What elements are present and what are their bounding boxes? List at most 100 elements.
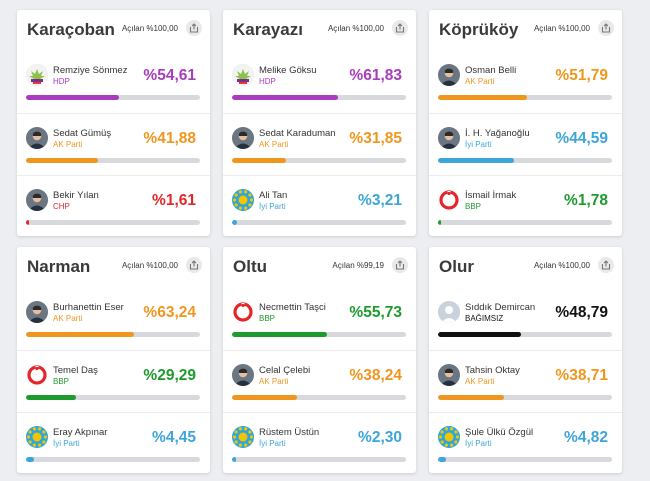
party-name: BBP bbox=[465, 202, 482, 211]
candidate-name: Temel Daş bbox=[53, 365, 98, 376]
vote-percentage: %2,30 bbox=[358, 429, 402, 446]
party-name: İyi Parti bbox=[259, 439, 286, 448]
district-card: Oltu Açılan %99,19 Necmettin Taşci BBP %55,7… bbox=[223, 247, 416, 473]
candidate-row: Şule Ülkü Özgül İyi Parti %4,82 bbox=[429, 412, 622, 475]
vote-percentage: %29,29 bbox=[143, 367, 196, 384]
vote-bar-fill bbox=[26, 395, 76, 400]
party-name: BBP bbox=[259, 314, 276, 323]
share-icon[interactable] bbox=[598, 257, 614, 273]
opened-ballot-rate: Açılan %100,00 bbox=[121, 261, 178, 270]
district-name: Karaçoban bbox=[27, 20, 115, 39]
iyi-parti-logo bbox=[232, 189, 254, 211]
vote-bar bbox=[26, 158, 200, 163]
candidate-row: İsmail İrmak BBP %1,78 bbox=[429, 175, 622, 238]
share-icon[interactable] bbox=[186, 20, 202, 36]
vote-bar-fill bbox=[438, 332, 521, 337]
vote-bar-fill bbox=[232, 395, 297, 400]
iyi-parti-logo bbox=[232, 426, 254, 448]
share-icon[interactable] bbox=[392, 257, 408, 273]
candidate-name: Sedat Gümüş bbox=[53, 128, 112, 139]
vote-bar-fill bbox=[26, 220, 29, 225]
share-icon[interactable] bbox=[598, 20, 614, 36]
opened-ballot-rate: Açılan %99,19 bbox=[332, 261, 384, 270]
card-header: Köprüköy Açılan %100,00 bbox=[429, 10, 622, 50]
person-photo bbox=[26, 127, 48, 149]
vote-percentage: %55,73 bbox=[349, 304, 402, 321]
candidate-name: Sedat Karaduman bbox=[259, 128, 336, 139]
vote-bar bbox=[438, 332, 612, 337]
person-photo bbox=[438, 364, 460, 386]
party-name: AK Parti bbox=[465, 377, 495, 386]
bbp-logo bbox=[232, 301, 254, 323]
vote-percentage: %4,82 bbox=[564, 429, 608, 446]
vote-bar-fill bbox=[438, 95, 527, 100]
party-name: İyi Parti bbox=[465, 140, 492, 149]
candidate-row: Rüstem Üstün İyi Parti %2,30 bbox=[223, 412, 416, 475]
vote-bar-fill bbox=[26, 158, 98, 163]
vote-bar bbox=[232, 95, 406, 100]
vote-percentage: %1,61 bbox=[152, 192, 196, 209]
person-photo bbox=[438, 64, 460, 86]
candidate-name: Bekir Yılan bbox=[53, 190, 99, 201]
district-name: Olur bbox=[439, 257, 474, 276]
vote-bar bbox=[438, 457, 612, 462]
candidate-name: Osman Belli bbox=[465, 65, 517, 76]
vote-percentage: %1,78 bbox=[564, 192, 608, 209]
candidate-name: Remziye Sönmez bbox=[53, 65, 128, 76]
candidate-row: Temel Daş BBP %29,29 bbox=[17, 350, 210, 413]
vote-bar bbox=[232, 332, 406, 337]
share-icon[interactable] bbox=[392, 20, 408, 36]
candidate-row: Celal Çelebi AK Parti %38,24 bbox=[223, 350, 416, 413]
vote-percentage: %44,59 bbox=[555, 130, 608, 147]
vote-bar-fill bbox=[232, 457, 236, 462]
district-card: Köprüköy Açılan %100,00 Osman Belli AK Part… bbox=[429, 10, 622, 236]
vote-percentage: %54,61 bbox=[143, 67, 196, 84]
candidate-row: Eray Akpınar İyi Parti %4,45 bbox=[17, 412, 210, 475]
vote-bar-fill bbox=[232, 95, 338, 100]
candidate-row: Necmettin Taşci BBP %55,73 bbox=[223, 288, 416, 350]
vote-bar-fill bbox=[438, 220, 441, 225]
candidate-row: Sıddık Demircan BAĞIMSIZ %48,79 bbox=[429, 288, 622, 350]
candidate-name: Sıddık Demircan bbox=[465, 302, 536, 313]
district-card: Karaçoban Açılan %100,00 Remziye Sönmez HDP… bbox=[17, 10, 210, 236]
candidate-name: Şule Ülkü Özgül bbox=[465, 427, 534, 438]
candidate-name: Burhanettin Eser bbox=[53, 302, 124, 313]
candidate-row: Sedat Gümüş AK Parti %41,88 bbox=[17, 113, 210, 176]
vote-bar-fill bbox=[438, 395, 504, 400]
bbp-logo bbox=[438, 189, 460, 211]
opened-ballot-rate: Açılan %100,00 bbox=[327, 24, 384, 33]
candidate-name: Ali Tan bbox=[259, 190, 288, 201]
party-name: AK Parti bbox=[53, 314, 83, 323]
bbp-logo bbox=[26, 364, 48, 386]
vote-bar bbox=[232, 457, 406, 462]
party-name: AK Parti bbox=[465, 77, 495, 86]
party-name: HDP bbox=[259, 77, 276, 86]
candidate-row: Osman Belli AK Parti %51,79 bbox=[429, 51, 622, 113]
vote-bar bbox=[438, 158, 612, 163]
candidate-name: İsmail İrmak bbox=[465, 190, 517, 201]
candidate-name: Eray Akpınar bbox=[53, 427, 108, 438]
share-icon[interactable] bbox=[186, 257, 202, 273]
vote-bar bbox=[438, 395, 612, 400]
vote-percentage: %63,24 bbox=[143, 304, 196, 321]
person-photo bbox=[26, 301, 48, 323]
opened-ballot-rate: Açılan %100,00 bbox=[121, 24, 178, 33]
district-name: Oltu bbox=[233, 257, 267, 276]
vote-percentage: %38,71 bbox=[555, 367, 608, 384]
party-name: İyi Parti bbox=[259, 202, 286, 211]
vote-bar bbox=[438, 95, 612, 100]
vote-bar bbox=[26, 220, 200, 225]
person-photo bbox=[232, 127, 254, 149]
vote-percentage: %41,88 bbox=[143, 130, 196, 147]
vote-bar-fill bbox=[438, 457, 446, 462]
party-name: HDP bbox=[53, 77, 70, 86]
vote-bar bbox=[26, 95, 200, 100]
vote-bar bbox=[26, 332, 200, 337]
candidate-name: Rüstem Üstün bbox=[259, 427, 320, 438]
hdp-logo bbox=[26, 64, 48, 86]
vote-percentage: %48,79 bbox=[555, 304, 608, 321]
vote-bar-fill bbox=[26, 332, 134, 337]
candidate-name: İ. H. Yağanoğlu bbox=[465, 128, 530, 139]
vote-percentage: %51,79 bbox=[555, 67, 608, 84]
district-name: Köprüköy bbox=[439, 20, 519, 39]
